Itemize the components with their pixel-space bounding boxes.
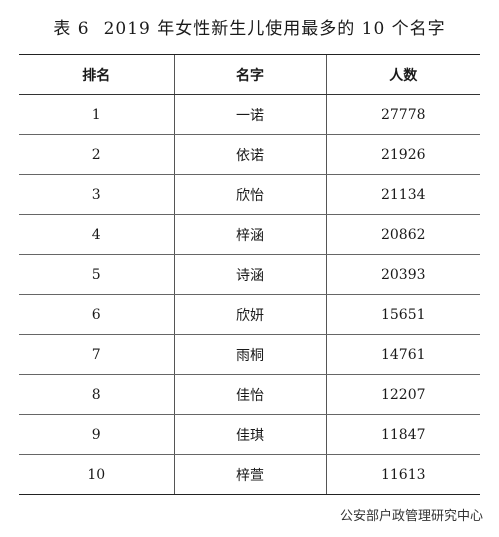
header-row: 排名 名字 人数 [19, 54, 480, 95]
name-cell: 一诺 [173, 94, 326, 135]
table-row: 7 雨桐 14761 [19, 334, 480, 375]
table-row: 10 梓萱 11613 [19, 454, 480, 495]
name-cell: 依诺 [173, 134, 326, 175]
name-cell: 梓萱 [173, 454, 326, 495]
table-row: 5 诗涵 20393 [19, 254, 480, 295]
table-row: 2 依诺 21926 [19, 134, 480, 175]
table-row: 6 欣妍 15651 [19, 294, 480, 335]
name-cell: 佳怡 [173, 374, 326, 415]
rank-cell: 1 [19, 94, 174, 135]
table-row: 8 佳怡 12207 [19, 374, 480, 415]
name-cell: 诗涵 [173, 254, 326, 295]
count-cell: 15651 [325, 294, 480, 335]
table-number: 表 6 [53, 19, 90, 39]
rank-cell: 7 [19, 334, 174, 375]
count-cell: 12207 [325, 374, 480, 415]
rank-cell: 5 [19, 254, 174, 295]
name-cell: 欣妍 [173, 294, 326, 335]
name-cell: 梓涵 [173, 214, 326, 255]
header-rank: 排名 [19, 54, 174, 95]
names-table: 排名 名字 人数 1 一诺 27778 2 依诺 21926 3 欣怡 2113… [19, 54, 480, 495]
rank-cell: 10 [19, 454, 174, 495]
count-cell: 11613 [325, 454, 480, 495]
count-cell: 21134 [325, 174, 480, 215]
table-row: 4 梓涵 20862 [19, 214, 480, 255]
rank-cell: 3 [19, 174, 174, 215]
header-name: 名字 [173, 54, 326, 95]
table-caption: 2019 年女性新生儿使用最多的 10 个名字 [103, 19, 446, 39]
table-row: 3 欣怡 21134 [19, 174, 480, 215]
count-cell: 11847 [325, 414, 480, 455]
table-title: 表 6 2019 年女性新生儿使用最多的 10 个名字 [0, 14, 499, 39]
count-cell: 20393 [325, 254, 480, 295]
count-cell: 21926 [325, 134, 480, 175]
header-count: 人数 [325, 54, 480, 95]
table-row: 1 一诺 27778 [19, 94, 480, 135]
name-cell: 佳琪 [173, 414, 326, 455]
count-cell: 27778 [325, 94, 480, 135]
name-cell: 欣怡 [173, 174, 326, 215]
rank-cell: 4 [19, 214, 174, 255]
table-row: 9 佳琪 11847 [19, 414, 480, 455]
count-cell: 20862 [325, 214, 480, 255]
name-cell: 雨桐 [173, 334, 326, 375]
rank-cell: 8 [19, 374, 174, 415]
count-cell: 14761 [325, 334, 480, 375]
rank-cell: 2 [19, 134, 174, 175]
rank-cell: 6 [19, 294, 174, 335]
rank-cell: 9 [19, 414, 174, 455]
source-watermark: 公安部户政管理研究中心 [339, 509, 483, 524]
